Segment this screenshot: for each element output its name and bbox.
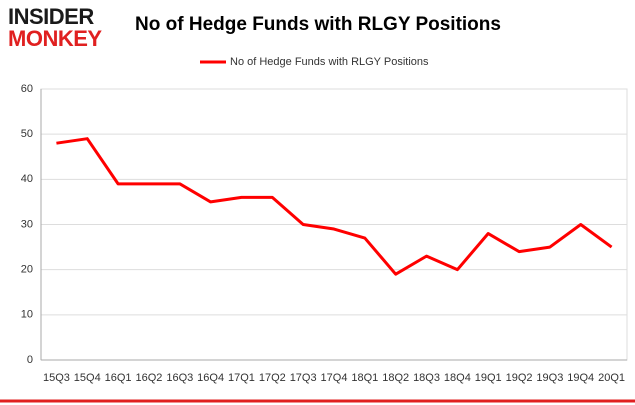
x-tick-label: 18Q1 (351, 372, 378, 384)
x-tick-label: 15Q4 (74, 372, 101, 384)
x-tick-label: 20Q1 (598, 372, 625, 384)
legend-label: No of Hedge Funds with RLGY Positions (230, 56, 429, 68)
x-tick-label: 17Q1 (228, 372, 255, 384)
x-tick-label: 18Q2 (382, 372, 409, 384)
y-tick-label: 0 (27, 354, 33, 366)
y-tick-label: 30 (21, 218, 33, 230)
data-line (56, 137, 613, 276)
x-tick-label: 18Q3 (413, 372, 440, 384)
x-tick-label: 19Q2 (506, 372, 533, 384)
x-tick-label: 15Q3 (43, 372, 70, 384)
x-tick-label: 16Q2 (135, 372, 162, 384)
chart-title: No of Hedge Funds with RLGY Positions (135, 14, 501, 35)
x-tick-label: 19Q3 (536, 372, 563, 384)
y-tick-label: 40 (21, 173, 33, 185)
logo-top: INSIDER (8, 4, 94, 29)
x-tick-label: 17Q3 (290, 372, 317, 384)
x-tick-label: 18Q4 (444, 372, 471, 384)
x-tick-label: 16Q3 (166, 372, 193, 384)
logo-bottom: MONKEY (8, 26, 102, 51)
x-tick-label: 16Q1 (105, 372, 132, 384)
y-tick-label: 10 (21, 309, 33, 321)
x-tick-label: 16Q4 (197, 372, 224, 384)
y-tick-label: 60 (21, 83, 33, 95)
y-tick-label: 20 (21, 264, 33, 276)
x-tick-label: 19Q4 (567, 372, 594, 384)
y-tick-label: 50 (21, 128, 33, 140)
x-tick-label: 19Q1 (475, 372, 502, 384)
x-tick-label: 17Q2 (259, 372, 286, 384)
x-tick-label: 17Q4 (321, 372, 348, 384)
